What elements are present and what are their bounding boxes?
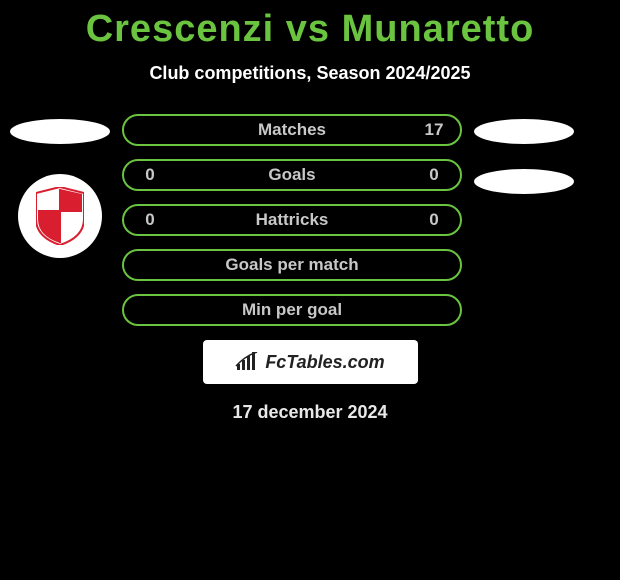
stat-row-goals: 0 Goals 0 xyxy=(122,159,462,191)
stat-row-goals-per-match: Goals per match xyxy=(122,249,462,281)
stat-label: Min per goal xyxy=(242,300,342,320)
stat-right-value: 0 xyxy=(424,165,444,185)
stat-label: Goals xyxy=(268,165,315,185)
chart-icon xyxy=(235,352,259,372)
stat-row-min-per-goal: Min per goal xyxy=(122,294,462,326)
brand-badge[interactable]: FcTables.com xyxy=(203,340,418,384)
player-photo-placeholder-left xyxy=(10,119,110,144)
stat-right-value: 0 xyxy=(424,210,444,230)
brand-text: FcTables.com xyxy=(265,352,384,373)
player-photo-placeholder-right-1 xyxy=(474,119,574,144)
content-row: Matches 17 0 Goals 0 0 Hattricks 0 Goals… xyxy=(0,114,620,326)
player-photo-placeholder-right-2 xyxy=(474,169,574,194)
comparison-title: Crescenzi vs Munaretto xyxy=(86,8,535,51)
right-column xyxy=(474,114,574,194)
stat-right-value: 17 xyxy=(424,120,444,140)
comparison-subtitle: Club competitions, Season 2024/2025 xyxy=(149,63,470,84)
shield-icon xyxy=(36,187,84,245)
stat-row-hattricks: 0 Hattricks 0 xyxy=(122,204,462,236)
stat-label: Matches xyxy=(258,120,326,140)
stat-label: Goals per match xyxy=(225,255,358,275)
left-column xyxy=(10,114,110,258)
stat-row-matches: Matches 17 xyxy=(122,114,462,146)
team-badge-left xyxy=(18,174,102,258)
stat-left-value: 0 xyxy=(140,165,160,185)
comparison-card: Crescenzi vs Munaretto Club competitions… xyxy=(0,0,620,431)
stat-label: Hattricks xyxy=(256,210,329,230)
stat-left-value: 0 xyxy=(140,210,160,230)
date-label: 17 december 2024 xyxy=(232,402,387,423)
stats-column: Matches 17 0 Goals 0 0 Hattricks 0 Goals… xyxy=(122,114,462,326)
